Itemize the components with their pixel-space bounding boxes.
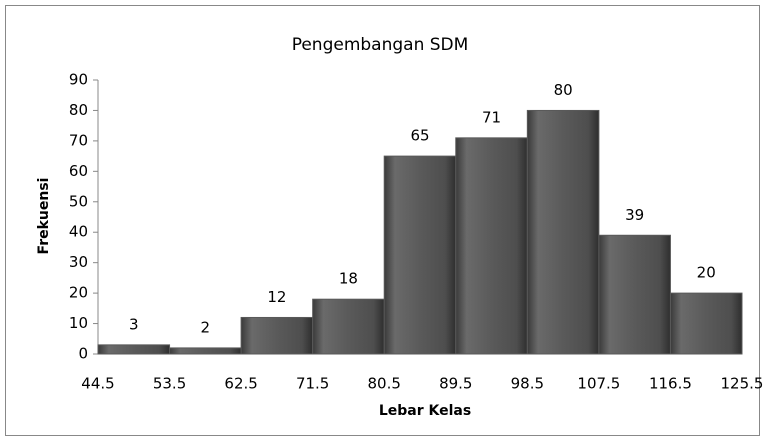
x-tick-label: 107.5 bbox=[577, 375, 620, 393]
data-label: 2 bbox=[201, 318, 211, 336]
chart-frame bbox=[5, 5, 760, 436]
bar bbox=[383, 155, 457, 355]
bar bbox=[455, 137, 528, 355]
data-label: 12 bbox=[267, 288, 286, 306]
x-tick-label: 116.5 bbox=[649, 375, 692, 393]
chart-title: Pengembangan SDM bbox=[292, 35, 469, 55]
x-tick-label: 71.5 bbox=[296, 375, 329, 393]
x-tick-label: 44.5 bbox=[81, 375, 114, 393]
data-label: 39 bbox=[625, 206, 644, 224]
x-tick-label: 62.5 bbox=[224, 375, 257, 393]
bar bbox=[312, 298, 385, 355]
y-tick-label: 90 bbox=[69, 71, 88, 89]
bar bbox=[169, 347, 242, 355]
data-label: 71 bbox=[482, 108, 501, 126]
y-tick-label: 40 bbox=[69, 223, 88, 241]
bar bbox=[526, 109, 600, 355]
y-axis-title: Frekuensi bbox=[36, 178, 52, 255]
data-label: 65 bbox=[410, 127, 429, 145]
y-tick-label: 10 bbox=[69, 314, 88, 332]
y-tick-label: 50 bbox=[69, 192, 88, 210]
x-tick-label: 98.5 bbox=[511, 375, 544, 393]
bar bbox=[97, 344, 171, 355]
y-tick-label: 80 bbox=[69, 101, 88, 119]
data-label: 20 bbox=[697, 264, 716, 282]
y-tick-label: 70 bbox=[69, 131, 88, 149]
y-tick-label: 60 bbox=[69, 162, 88, 180]
x-tick-label: 80.5 bbox=[368, 375, 401, 393]
bar bbox=[598, 234, 671, 355]
bar bbox=[669, 292, 743, 355]
x-tick-label: 125.5 bbox=[721, 375, 764, 393]
y-tick-label: 20 bbox=[69, 284, 88, 302]
x-tick-label: 89.5 bbox=[439, 375, 472, 393]
x-axis-title: Lebar Kelas bbox=[379, 403, 471, 419]
data-label: 80 bbox=[554, 81, 573, 99]
data-label: 3 bbox=[129, 315, 139, 333]
data-label: 18 bbox=[339, 270, 358, 288]
y-tick-label: 30 bbox=[69, 253, 88, 271]
bar bbox=[240, 316, 314, 355]
x-tick-label: 53.5 bbox=[153, 375, 186, 393]
y-tick-label: 0 bbox=[78, 345, 88, 363]
